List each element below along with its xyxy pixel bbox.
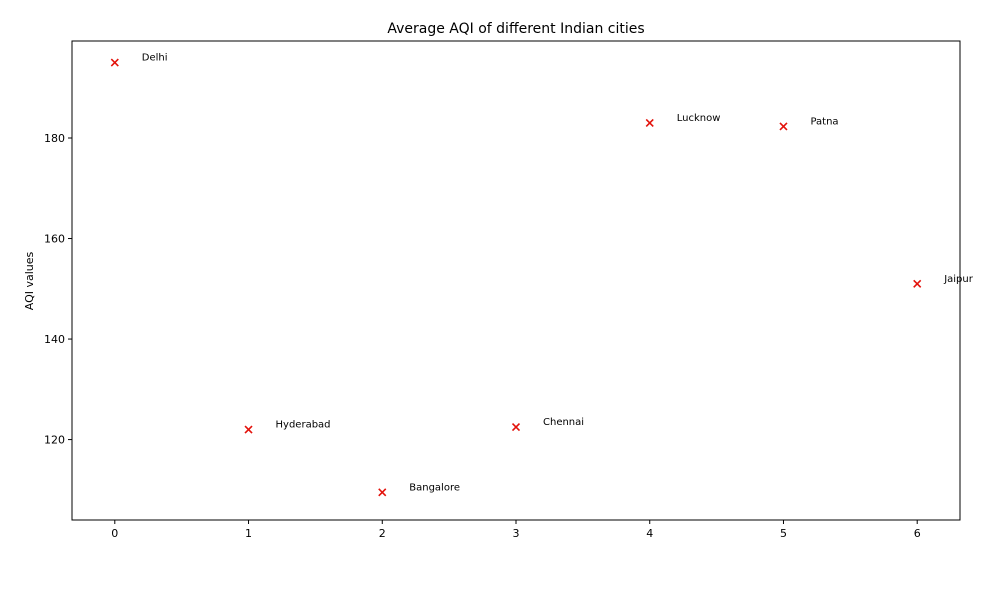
data-point [511,422,521,432]
x-tick-label: 4 [646,527,653,540]
data-point [110,58,119,67]
plot-frame [71,40,961,521]
x-tick-label: 1 [245,527,252,540]
point-label: Hyderabad [276,420,331,431]
y-tick-label: 140 [44,333,65,346]
point-label: Chennai [543,417,584,428]
y-tick-label: 160 [44,233,65,246]
x-tick-label: 6 [914,527,921,540]
point-label: Delhi [142,53,168,64]
x-tick-label: 3 [513,527,520,540]
data-point [244,425,253,434]
point-label: Jaipur [943,274,974,285]
data-point [645,118,654,127]
y-tick-label: 120 [44,434,65,447]
data-point [779,122,788,131]
point-label: Bangalore [409,482,460,493]
plot-area: 0 1 2 3 4 5 6 120 140 160 180 Delhi Hyderabad Bangalo… [44,53,974,540]
point-label: Lucknow [677,113,721,124]
x-tick-label: 5 [780,527,787,540]
chart-title: Average AQI of different Indian cities [387,21,644,37]
x-tick-label: 0 [111,527,118,540]
point-label: Patna [810,116,838,127]
data-point [378,488,387,497]
y-axis-label: AQI values [23,251,36,310]
data-point [913,279,922,288]
y-tick-label: 180 [44,132,65,145]
x-tick-label: 2 [379,527,386,540]
